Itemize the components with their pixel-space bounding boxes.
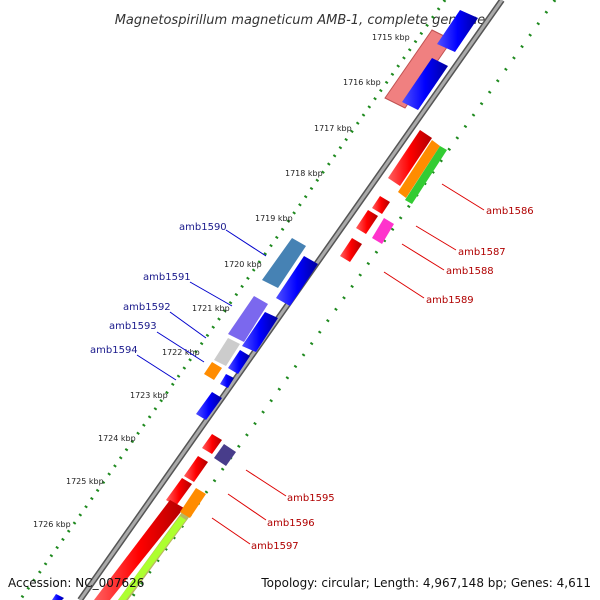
gene-blue-1721[interactable] bbox=[242, 312, 278, 352]
gene-label[interactable]: amb1593 bbox=[109, 321, 157, 332]
leader-line bbox=[415, 225, 457, 251]
gene-amb1597[interactable] bbox=[118, 516, 186, 600]
gene-blue-1720[interactable] bbox=[276, 256, 318, 306]
topology-text: Topology: circular; Length: 4,967,148 bp… bbox=[260, 576, 591, 590]
gene-blue-top[interactable] bbox=[437, 10, 478, 52]
gene-label[interactable]: amb1591 bbox=[143, 272, 191, 283]
leader-line bbox=[211, 517, 251, 545]
tick-labels: 1715 kbp 1716 kbp 1717 kbp 1718 kbp 1719… bbox=[33, 33, 410, 529]
gene-red-long[interactable] bbox=[94, 500, 184, 600]
label-leaders-left bbox=[136, 229, 267, 381]
outer-tick-guide bbox=[18, 0, 447, 600]
gene-label[interactable]: amb1592 bbox=[123, 302, 171, 313]
tick-label: 1722 kbp bbox=[162, 348, 200, 357]
gene-amb1588[interactable] bbox=[356, 210, 378, 234]
tick-label: 1717 kbp bbox=[314, 124, 352, 133]
gene-amb1593[interactable] bbox=[204, 362, 222, 380]
reverse-strand-features bbox=[118, 130, 447, 600]
gene-blue-bottom[interactable] bbox=[52, 594, 64, 600]
leader-line bbox=[401, 243, 445, 271]
gene-amb1587[interactable] bbox=[372, 196, 390, 214]
gene-amb1589[interactable] bbox=[340, 238, 362, 262]
leader-line bbox=[227, 493, 267, 521]
tick-label: 1723 kbp bbox=[130, 391, 168, 400]
gene-label[interactable]: amb1588 bbox=[446, 266, 494, 277]
label-leaders-right bbox=[211, 183, 485, 545]
gene-label[interactable]: amb1587 bbox=[458, 247, 506, 258]
tick-label: 1718 kbp bbox=[285, 169, 323, 178]
leader-line bbox=[383, 271, 425, 299]
tick-label: 1726 kbp bbox=[33, 520, 71, 529]
gene-blue-1716[interactable] bbox=[402, 58, 448, 110]
gene-green-1717[interactable] bbox=[405, 146, 447, 204]
gene-amb1592[interactable] bbox=[214, 338, 240, 366]
gene-labels-left: amb1590 amb1591 amb1592 amb1593 amb1594 bbox=[90, 222, 227, 356]
gene-amb1595[interactable] bbox=[214, 444, 236, 466]
forward-strand-features bbox=[52, 10, 478, 600]
gene-amb1596[interactable] bbox=[180, 488, 206, 518]
tick-label: 1715 kbp bbox=[372, 33, 410, 42]
gene-orange-1717[interactable] bbox=[398, 140, 440, 198]
tick-label: 1721 kbp bbox=[192, 304, 230, 313]
leader-line bbox=[441, 183, 485, 211]
tick-label: 1725 kbp bbox=[66, 477, 104, 486]
gene-amb1594[interactable] bbox=[196, 392, 222, 420]
tick-label: 1724 kbp bbox=[98, 434, 136, 443]
gene-label[interactable]: amb1595 bbox=[287, 493, 335, 504]
gene-red-1724[interactable] bbox=[202, 434, 222, 454]
gene-amb1591[interactable] bbox=[228, 296, 268, 342]
gene-label[interactable]: amb1590 bbox=[179, 222, 227, 233]
gene-label[interactable]: amb1596 bbox=[267, 518, 315, 529]
gene-label[interactable]: amb1589 bbox=[426, 295, 474, 306]
leader-line bbox=[189, 281, 233, 307]
leader-line bbox=[136, 354, 177, 381]
leader-line bbox=[169, 311, 207, 339]
leader-line bbox=[156, 331, 205, 363]
tick-label: 1720 kbp bbox=[224, 260, 262, 269]
gene-labels-right: amb1586 amb1587 amb1588 amb1589 amb1595 … bbox=[251, 206, 534, 552]
gene-magenta[interactable] bbox=[372, 218, 394, 244]
leader-line bbox=[225, 229, 267, 257]
gene-blue-small[interactable] bbox=[220, 374, 234, 388]
gene-label[interactable]: amb1597 bbox=[251, 541, 299, 552]
gene-label[interactable]: amb1594 bbox=[90, 345, 138, 356]
tick-label: 1719 kbp bbox=[255, 214, 293, 223]
gene-amb1590[interactable] bbox=[262, 238, 306, 288]
map-title: Magnetospirillum magneticum AMB-1, compl… bbox=[115, 13, 486, 28]
gene-label[interactable]: amb1586 bbox=[486, 206, 534, 217]
gene-amb1586[interactable] bbox=[388, 130, 432, 186]
gene-red-1725b[interactable] bbox=[166, 478, 192, 506]
gene-blue-1722[interactable] bbox=[228, 350, 250, 374]
gene-red-1725a[interactable] bbox=[184, 456, 208, 482]
tick-label: 1716 kbp bbox=[343, 78, 381, 87]
accession-text: Accession: NC_007626 bbox=[8, 576, 144, 590]
leader-line bbox=[245, 469, 287, 497]
